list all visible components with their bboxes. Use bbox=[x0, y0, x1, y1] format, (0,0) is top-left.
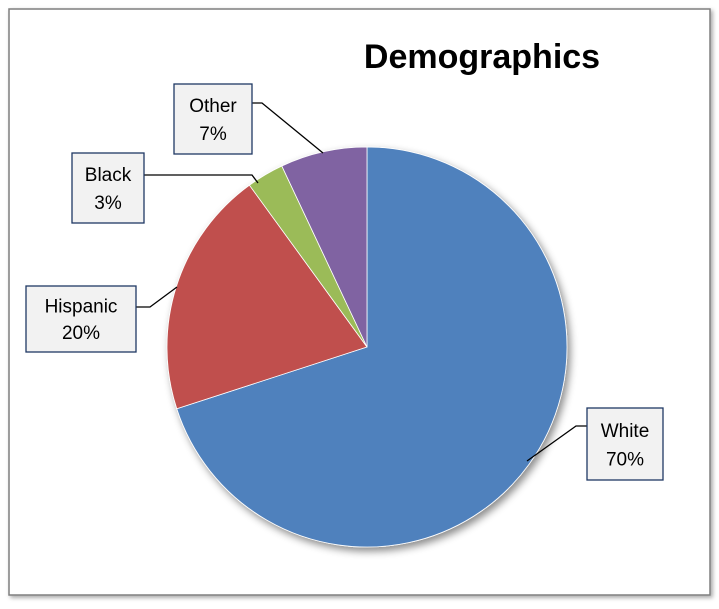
data-label-black: Black 3% bbox=[71, 152, 145, 224]
leader-lines-layer bbox=[136, 102, 587, 462]
pie-slice-white bbox=[176, 146, 568, 548]
leader-line-other bbox=[252, 102, 324, 154]
data-label-other: Other 7% bbox=[173, 83, 253, 155]
leader-line-white bbox=[526, 425, 587, 462]
pie-slice-hispanic bbox=[166, 184, 368, 410]
data-label-percent-black: 3% bbox=[94, 193, 122, 214]
leader-line-black bbox=[144, 174, 259, 184]
pie-slice-other bbox=[281, 146, 368, 348]
data-label-name-white: White bbox=[601, 421, 650, 442]
data-label-hispanic: Hispanic 20% bbox=[25, 285, 137, 353]
data-label-box-hispanic bbox=[25, 285, 137, 353]
data-label-name-black: Black bbox=[85, 165, 132, 186]
data-label-percent-other: 7% bbox=[199, 124, 227, 145]
data-label-white: White 70% bbox=[586, 407, 664, 481]
data-label-percent-white: 70% bbox=[606, 450, 644, 471]
data-label-name-hispanic: Hispanic bbox=[45, 296, 118, 317]
data-label-box-other bbox=[173, 83, 253, 155]
slices-layer bbox=[166, 146, 568, 548]
data-label-name-other: Other bbox=[189, 96, 237, 117]
data-label-percent-hispanic: 20% bbox=[62, 323, 100, 344]
chart-title: Demographics bbox=[364, 38, 600, 76]
data-label-box-black bbox=[71, 152, 145, 224]
data-label-box-white bbox=[586, 407, 664, 481]
data-labels-layer: White 70% Hispanic 20% Black 3% Other 7% bbox=[25, 83, 664, 481]
leader-line-hispanic bbox=[136, 286, 178, 308]
